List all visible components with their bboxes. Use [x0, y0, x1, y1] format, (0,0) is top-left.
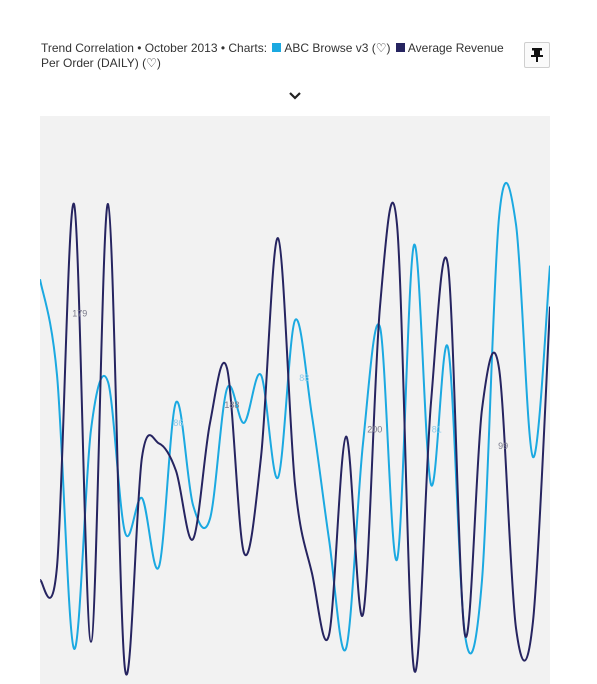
data-label-4: 88: [299, 373, 309, 383]
data-label-3: 188: [224, 400, 239, 410]
chart-area: 179 86 188 88 200 81 99: [40, 116, 550, 684]
series1-legend-label[interactable]: ABC Browse v3 (♡): [284, 41, 391, 55]
data-label-7: 99: [498, 441, 508, 451]
chart-header: Trend Correlation • October 2013 • Chart…: [41, 41, 513, 71]
data-label-2: 86: [173, 418, 183, 428]
series-line-1[interactable]: [40, 181, 550, 655]
series-line-2[interactable]: [40, 201, 550, 676]
pin-button[interactable]: [524, 42, 550, 68]
series2-swatch: [395, 43, 405, 52]
pushpin-icon: [531, 48, 543, 62]
data-label-5: 200: [367, 425, 382, 435]
data-label-6: 81: [432, 425, 442, 435]
series1-swatch: [272, 43, 282, 52]
header-prefix: Trend Correlation • October 2013 • Chart…: [41, 41, 268, 55]
data-label-1: 179: [72, 308, 87, 318]
line-chart: 179 86 188 88 200 81 99: [40, 181, 550, 676]
chevron-down-icon[interactable]: [287, 90, 303, 102]
series2-legend-label[interactable]: Average Revenue Per Order (DAILY) (♡): [41, 41, 504, 70]
